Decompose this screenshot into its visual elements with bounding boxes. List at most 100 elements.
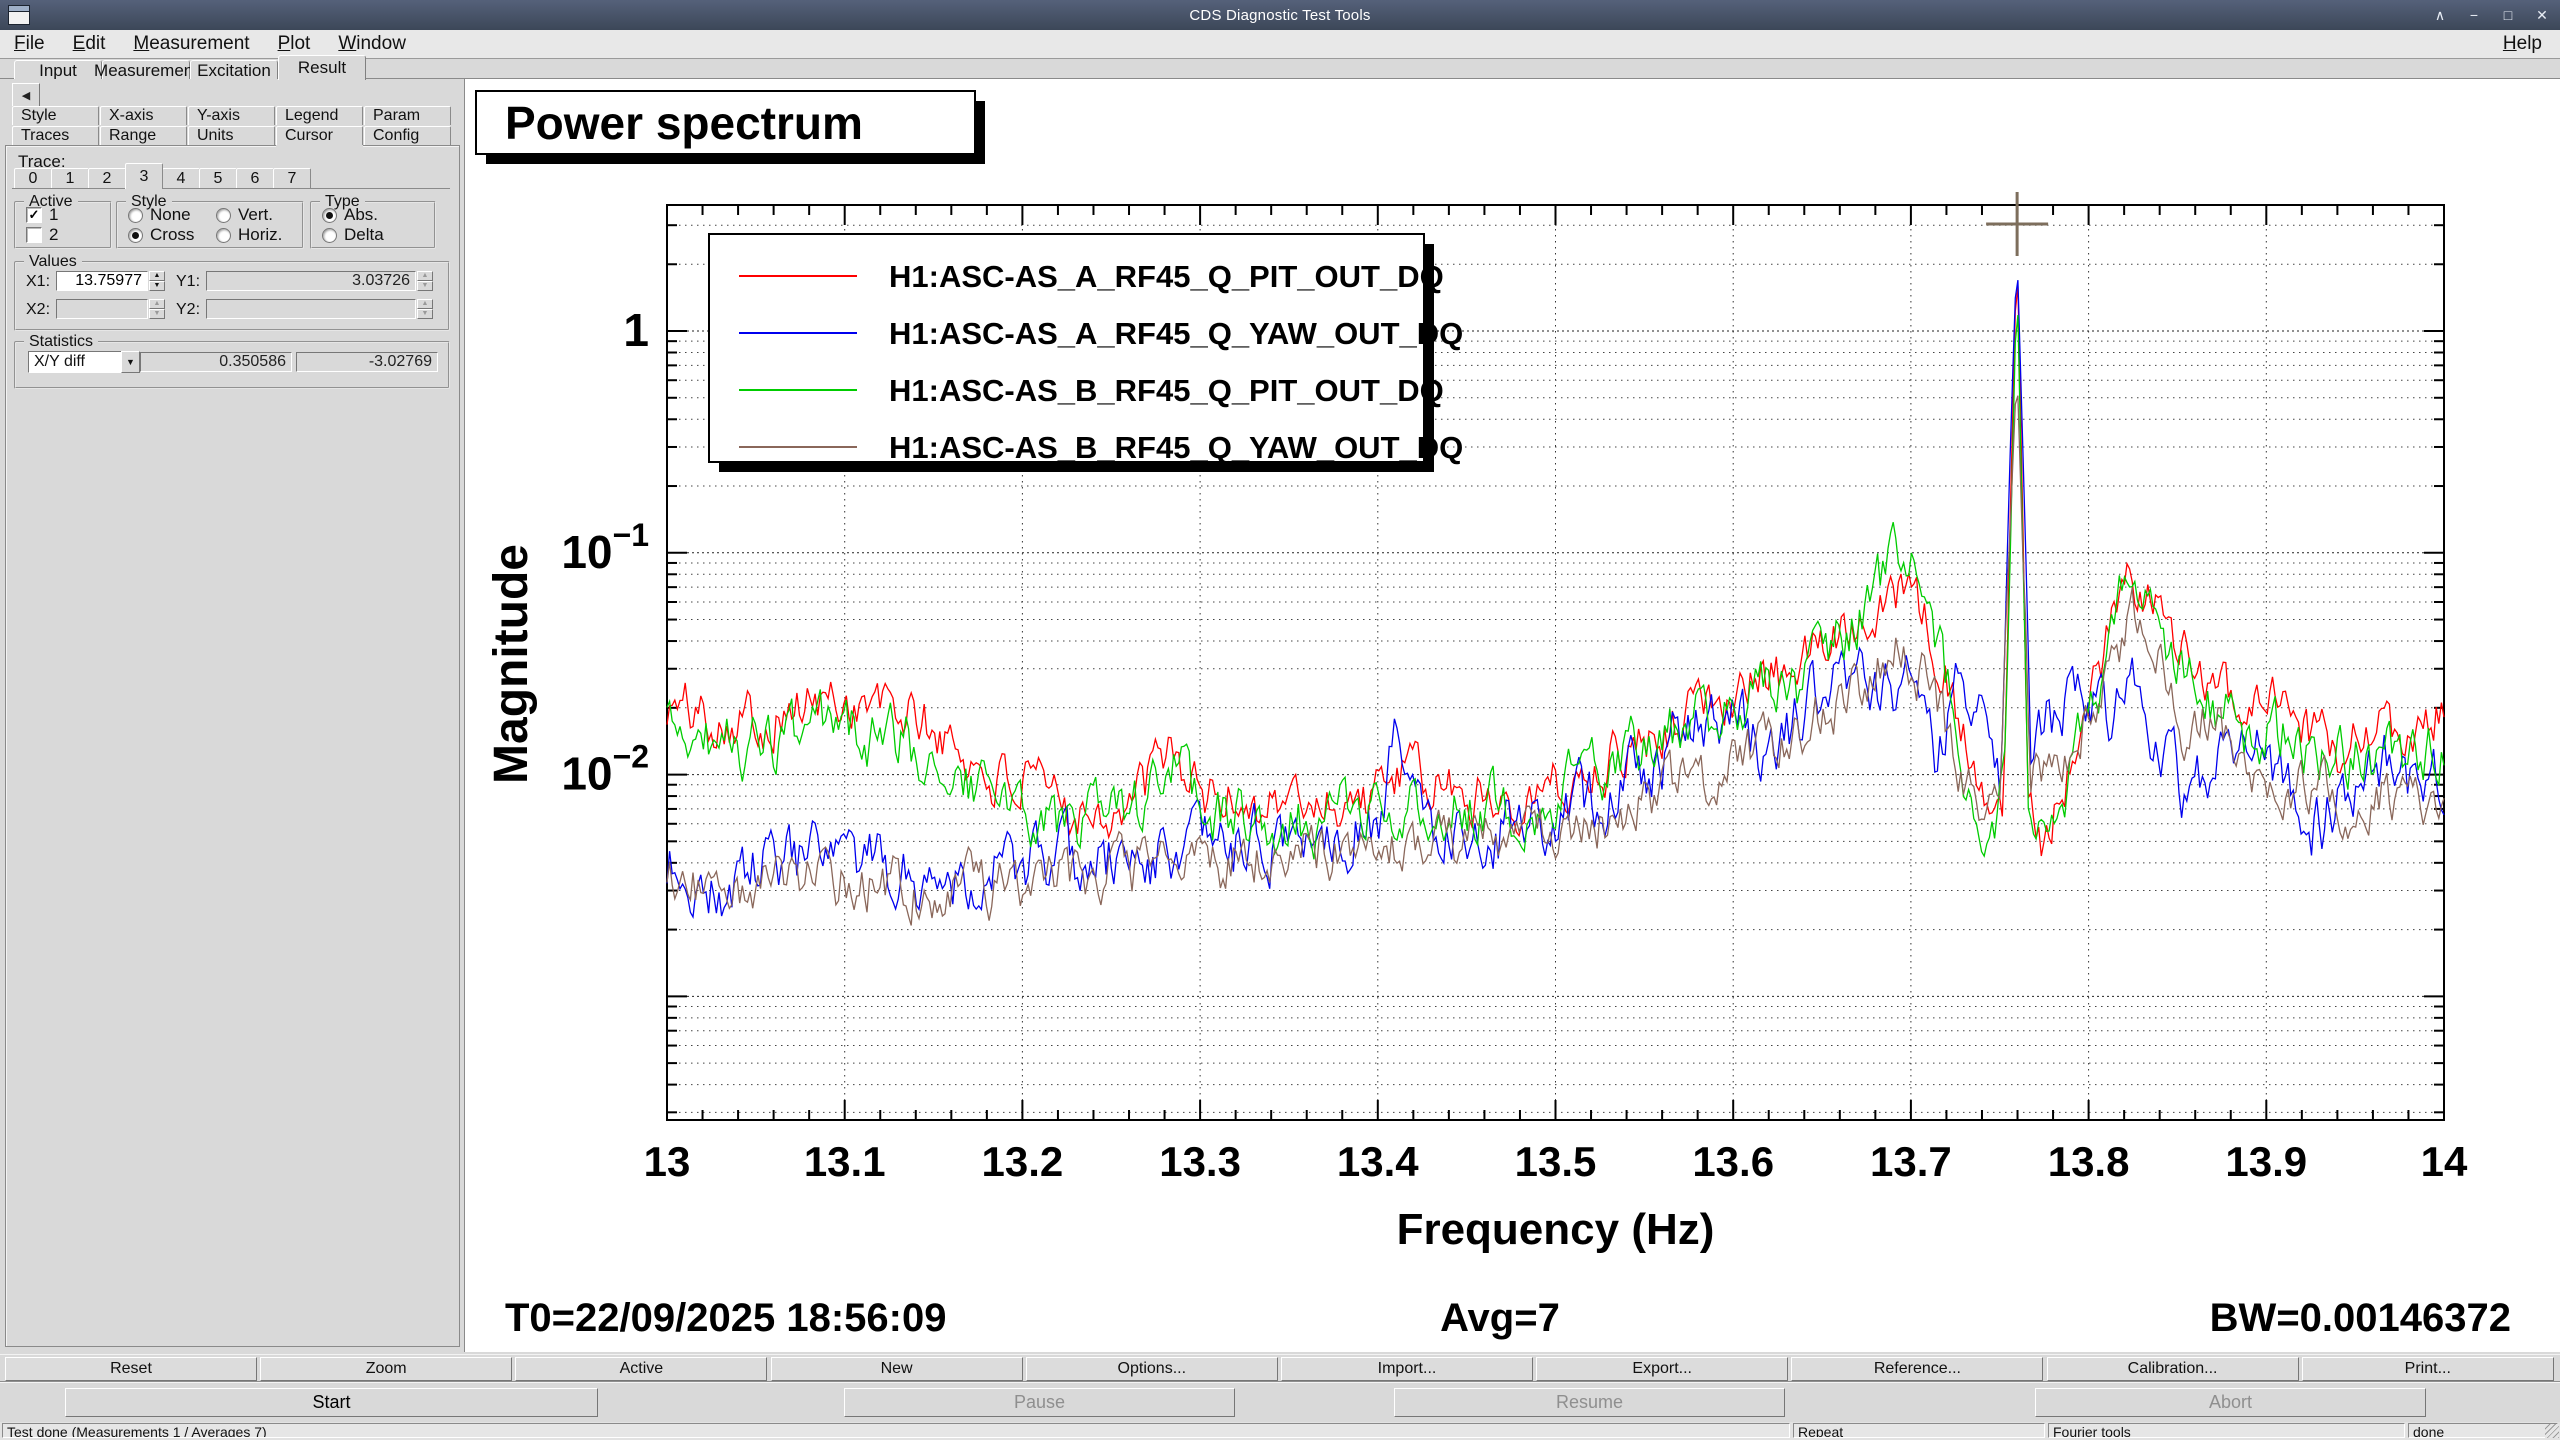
type-group-title: Type — [320, 193, 365, 211]
plot-tab-config[interactable]: Config — [364, 126, 451, 145]
plot-tab-y-axis[interactable]: Y-axis — [188, 106, 275, 125]
plot-tab-style[interactable]: Style — [12, 106, 99, 125]
type-abs-radio[interactable] — [322, 207, 337, 223]
toolbar-button-print[interactable]: Print... — [2301, 1357, 2554, 1381]
plot-tab-cursor[interactable]: Cursor — [276, 126, 363, 145]
trace-tab-2[interactable]: 2 — [88, 168, 126, 189]
cursor-1-checkbox[interactable]: ✓ — [26, 207, 42, 223]
style-group-title: Style — [126, 193, 172, 211]
cursor-2-row: 2 — [26, 225, 58, 245]
spinner-up-icon[interactable]: ▲ — [149, 271, 165, 281]
cursor-2-label: 2 — [49, 225, 59, 244]
value-spinner-y2: ▲ ▼ — [417, 299, 433, 319]
shade-button[interactable]: ∧ — [2434, 6, 2446, 23]
dropdown-arrow-icon[interactable]: ▼ — [121, 351, 140, 373]
y-axis-title: Magnitude — [485, 544, 538, 784]
toolbar-button-active[interactable]: Active — [515, 1357, 768, 1381]
toolbar-button-options[interactable]: Options... — [1025, 1357, 1278, 1381]
value-field-x1[interactable] — [56, 271, 148, 291]
plot-tab-legend[interactable]: Legend — [276, 106, 363, 125]
toolbar-button-export[interactable]: Export... — [1536, 1357, 1789, 1381]
toolbar-button-calibration[interactable]: Calibration... — [2046, 1357, 2299, 1381]
x-tick-label: 13.6 — [1692, 1138, 1774, 1185]
plot-tab-units[interactable]: Units — [188, 126, 275, 145]
tab-result[interactable]: Result — [278, 55, 366, 80]
style-horiz-radio[interactable] — [216, 227, 231, 243]
toolbar-button-zoom[interactable]: Zoom — [260, 1357, 513, 1381]
legend-label-h1-asc-as-b-rf45-q-yaw-out-dq: H1:ASC-AS_B_RF45_Q_YAW_OUT_DQ — [889, 430, 1463, 465]
value-field-y2 — [206, 299, 416, 319]
plot-canvas[interactable]: 1 10−1 10−2 13 13.1 13.2 13.3 13.4 13.5 13.6 13.7 1… — [465, 79, 2560, 1352]
trace-tab-5[interactable]: 5 — [199, 168, 237, 189]
toolbar-button-new[interactable]: New — [770, 1357, 1023, 1381]
plot-tab-traces[interactable]: Traces — [12, 126, 99, 145]
trace-tab-0[interactable]: 0 — [14, 168, 52, 189]
active-group-title: Active — [24, 193, 78, 211]
value-label-x2: X2: — [26, 301, 51, 318]
maximize-button[interactable]: □ — [2503, 7, 2513, 23]
value-field-y1 — [206, 271, 416, 291]
toolbar-button-reference[interactable]: Reference... — [1791, 1357, 2044, 1381]
toolbar-button-import[interactable]: Import... — [1281, 1357, 1533, 1381]
power-spectrum-plot[interactable]: 1 10−1 10−2 13 13.1 13.2 13.3 13.4 13.5 13.6 13.7 1… — [465, 79, 2560, 1352]
avg-annotation: Avg=7 — [1440, 1296, 1560, 1340]
y-tick-label: 1 — [623, 304, 649, 356]
minimize-button[interactable]: − — [2469, 7, 2479, 23]
cursor-1-row: ✓ 1 — [26, 205, 58, 225]
value-spinner-x1[interactable]: ▲ ▼ — [149, 271, 165, 291]
trace-tab-6[interactable]: 6 — [236, 168, 274, 189]
x-tick-label: 13.4 — [1337, 1138, 1419, 1185]
style-none-label: None — [150, 205, 191, 224]
style-none-radio[interactable] — [128, 207, 143, 223]
trace-tab-4[interactable]: 4 — [162, 168, 200, 189]
value-label-y1: Y1: — [176, 273, 201, 290]
window-icon[interactable] — [8, 5, 30, 25]
plot-title: Power spectrum — [505, 97, 863, 149]
status-bar: Test done (Measurements 1 / Averages 7) R… — [0, 1422, 2560, 1440]
style-horiz-row: Horiz. — [216, 225, 282, 245]
x-tick-label: 13.2 — [982, 1138, 1064, 1185]
control-button-start[interactable]: Start — [65, 1388, 598, 1417]
result-settings-panel: ◀ Style X-axis Y-axis Legend Param Traces Rang… — [0, 79, 465, 1352]
spinner-down-icon[interactable]: ▼ — [149, 281, 165, 291]
tab-input[interactable]: Input — [14, 60, 102, 80]
x-tick-label: 13.7 — [1870, 1138, 1952, 1185]
plot-tab-param[interactable]: Param — [364, 106, 451, 125]
plot-frame — [666, 204, 2445, 1121]
spinner-up-icon: ▲ — [417, 271, 433, 281]
style-vert-radio[interactable] — [216, 207, 231, 223]
plot-tab-x-axis[interactable]: X-axis — [100, 106, 187, 125]
status-segment-1: Repeat — [1793, 1423, 2045, 1438]
close-button[interactable]: ✕ — [2536, 6, 2548, 23]
type-delta-radio[interactable] — [322, 227, 337, 243]
cursor-2-checkbox[interactable] — [26, 227, 42, 243]
type-abs-label: Abs. — [344, 205, 379, 224]
trace-tab-7[interactable]: 7 — [273, 168, 311, 189]
trace-tab-3[interactable]: 3 — [125, 163, 163, 189]
toolbar-button-reset[interactable]: Reset — [5, 1357, 257, 1381]
spinner-up-icon: ▲ — [417, 299, 433, 309]
spinner-down-icon: ▼ — [417, 281, 433, 291]
status-segment-3: done — [2408, 1423, 2558, 1438]
spinner-up-icon: ▲ — [149, 299, 165, 309]
resize-grip-icon[interactable] — [2545, 1424, 2559, 1438]
tab-measurement[interactable]: Measurement — [94, 60, 198, 80]
x-tick-label: 13.5 — [1515, 1138, 1597, 1185]
collapse-panel-button[interactable]: ◀ — [12, 83, 40, 107]
plot-tab-range[interactable]: Range — [100, 126, 187, 145]
main-tab-row: Input Measurement Excitation Result — [0, 55, 2560, 80]
style-cross-radio[interactable] — [128, 227, 143, 243]
trace-tab-1[interactable]: 1 — [51, 168, 89, 189]
x-tick-label: 14 — [2421, 1138, 2468, 1185]
control-button-pause: Pause — [844, 1388, 1235, 1417]
tab-excitation[interactable]: Excitation — [190, 60, 278, 80]
statistics-mode-dropdown[interactable]: X/Y diff ▼ — [28, 351, 140, 373]
